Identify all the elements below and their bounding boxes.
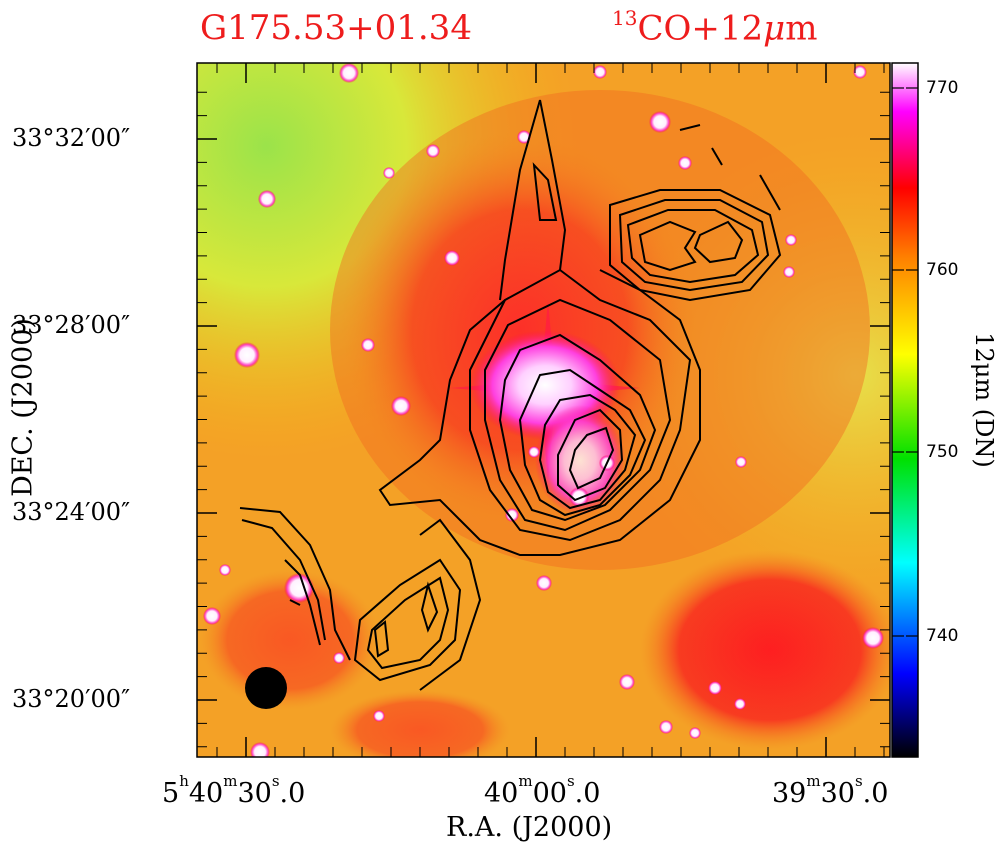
y-tick-label: 33°32′00″ xyxy=(12,124,131,152)
y-axis-title: DEC. (J2000) xyxy=(7,318,39,497)
source-title: G175.53+01.34 xyxy=(200,8,472,48)
bright-source xyxy=(450,300,640,515)
data-title-tail: m xyxy=(785,8,818,49)
isotope-superscript: 13 xyxy=(612,6,638,30)
colorbar-tick-label: 750 xyxy=(926,442,959,462)
colorbar xyxy=(892,63,918,757)
data-title-greek: μ xyxy=(763,8,786,49)
point-sources xyxy=(203,63,884,757)
colorbar-label: 12μm (DN) xyxy=(970,332,998,468)
x-axis-title: R.A. (J2000) xyxy=(446,812,613,843)
x-tick-label: 5h40m30s.0 xyxy=(162,772,306,809)
y-tick-label: 33°20′00″ xyxy=(12,685,131,713)
colorbar-tick-label: 740 xyxy=(926,626,959,646)
minor-ticks xyxy=(197,63,890,757)
plot-frame xyxy=(196,62,891,758)
beam-marker xyxy=(245,667,287,709)
heatmap-image xyxy=(197,63,890,757)
x-tick-label: 39m30s.0 xyxy=(772,772,889,809)
x-tick-label: 40m00s.0 xyxy=(484,772,601,809)
colorbar-ticks xyxy=(892,87,918,637)
colorbar-tick-label: 760 xyxy=(926,260,959,280)
colorbar-tick-label: 770 xyxy=(926,78,959,98)
data-title-main: CO+12 xyxy=(637,8,764,49)
y-tick-label: 33°24′00″ xyxy=(12,498,131,526)
data-title: 13CO+12μm xyxy=(612,6,818,49)
colorbar-frame xyxy=(891,62,919,758)
y-tick-label: 33°28′00″ xyxy=(12,311,131,339)
co-contours xyxy=(239,99,782,691)
